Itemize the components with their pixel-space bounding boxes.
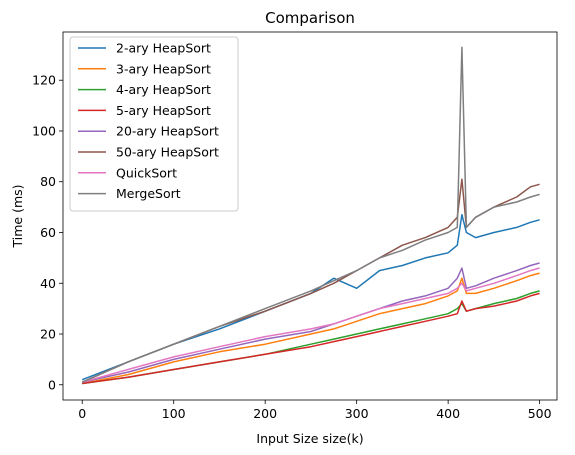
legend-label: 20-ary HeapSort	[116, 124, 219, 139]
series-line-quicksort	[81, 267, 540, 383]
series-line-5-ary-heapsort	[82, 292, 540, 385]
x-tick-label: 200	[253, 406, 277, 421]
series-layer	[81, 46, 540, 385]
series-line-mergesort	[81, 46, 540, 383]
x-tick-label: 300	[345, 406, 369, 421]
x-tick-label: 400	[436, 406, 460, 421]
legend-label: QuickSort	[116, 165, 177, 180]
x-tick-label: 0	[78, 406, 86, 421]
series-line-3-ary-heapsort	[82, 272, 540, 385]
legend-label: 2-ary HeapSort	[116, 41, 211, 56]
y-tick-label: 100	[32, 123, 56, 138]
y-tick-label: 20	[40, 327, 56, 342]
y-axis-label: Time (ms)	[10, 184, 25, 248]
legend-label: 3-ary HeapSort	[116, 61, 211, 76]
y-tick-label: 80	[40, 174, 56, 189]
y-tick-label: 120	[32, 73, 56, 88]
legend-label: 50-ary HeapSort	[116, 145, 219, 160]
series-line-2-ary-heapsort	[81, 213, 540, 381]
legend-label: 4-ary HeapSort	[116, 82, 211, 97]
y-tick-label: 40	[40, 276, 56, 291]
legend-label: MergeSort	[116, 186, 181, 201]
x-tick-label: 100	[162, 406, 186, 421]
x-tick-label: 500	[528, 406, 552, 421]
chart-title: Comparison	[265, 9, 355, 27]
legend-label: 5-ary HeapSort	[116, 103, 211, 118]
ticks-layer: 0 100 200 300 400 500 0 20 40 60 80 100 120	[32, 73, 551, 421]
y-tick-label: 0	[48, 377, 56, 392]
x-axis-label: Input Size size(k)	[256, 431, 363, 446]
series-line-20-ary-heapsort	[82, 262, 540, 383]
plot-frame	[62, 31, 558, 401]
legend: 2-ary HeapSort 3-ary HeapSort 4-ary HeapSo…	[69, 36, 239, 212]
y-tick-label: 60	[40, 225, 56, 240]
legend-box	[69, 36, 239, 212]
